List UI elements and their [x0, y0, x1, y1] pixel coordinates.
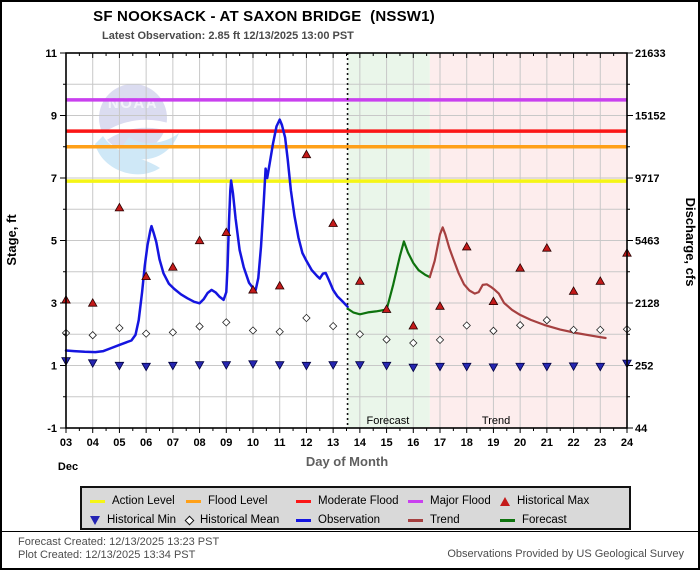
noaa-watermark-text: NOAA [108, 95, 158, 112]
legend-swatch-diamond [184, 515, 195, 525]
legend-item-forecast: Forecast [500, 512, 567, 528]
x-tick-label: 19 [487, 437, 499, 449]
region-labels: Forecast Trend [367, 415, 511, 427]
month-label: Dec [58, 461, 78, 473]
region-label-trend: Trend [482, 415, 510, 427]
x-tick-label: 09 [220, 437, 232, 449]
x-axis-title: Day of Month [306, 454, 388, 469]
x-tick-label: 24 [621, 437, 634, 449]
x-tick-label: 08 [193, 437, 205, 449]
legend: Action Level Flood Level Moderate Flood Maj… [80, 486, 631, 530]
legend-item-action-level: Action Level [90, 493, 175, 509]
x-tick-label: 06 [140, 437, 152, 449]
x-tick-label: 23 [594, 437, 606, 449]
legend-swatch-triangle-up [500, 496, 510, 506]
observations-credit-text: Observations Provided by US Geological S… [447, 548, 684, 560]
legend-swatch-line [296, 499, 311, 503]
left-tick-label: 9 [51, 111, 57, 123]
x-tick-label: 20 [514, 437, 526, 449]
x-tick-label: 04 [87, 437, 100, 449]
right-tick-label: 21633 [635, 48, 666, 60]
forecast-line [346, 240, 431, 316]
right-tick-label: 2128 [635, 298, 659, 310]
legend-swatch-line [408, 518, 423, 522]
x-tick-label: 17 [434, 437, 446, 449]
legend-item-trend: Trend [408, 512, 460, 528]
latest-observation-text: Latest Observation: 2.85 ft 12/13/2025 1… [102, 30, 354, 42]
legend-item-moderate-flood: Moderate Flood [296, 493, 399, 509]
noaa-logo-watermark: NOAA [94, 84, 179, 175]
right-tick-label: 15152 [635, 111, 666, 123]
right-tick-label: 252 [635, 361, 653, 373]
right-tick-label: 5463 [635, 236, 659, 248]
legend-item-historical-min: Historical Min [90, 512, 176, 528]
x-tick-label: 11 [274, 437, 286, 449]
plot-created-text: Plot Created: 12/13/2025 13:34 PST [18, 549, 196, 561]
legend-label: Historical Mean [200, 514, 280, 526]
legend-label: Historical Max [517, 495, 590, 507]
legend-swatch-line [408, 499, 423, 503]
legend-label: Historical Min [107, 514, 177, 526]
legend-swatch-line [296, 518, 311, 522]
x-tick-label: 22 [567, 437, 579, 449]
x-tick-label: 10 [247, 437, 259, 449]
right-tick-label: 9717 [635, 173, 659, 185]
x-tick-label: 21 [541, 437, 553, 449]
x-tick-label: 07 [167, 437, 179, 449]
trend-line [428, 226, 607, 340]
x-tick-label: 05 [113, 437, 125, 449]
legend-item-flood-level: Flood Level [186, 493, 267, 509]
x-tick-label: 14 [354, 437, 367, 449]
legend-label: Flood Level [208, 495, 268, 507]
legend-label: Moderate Flood [318, 495, 399, 507]
legend-swatch-triangle-down [90, 515, 100, 525]
legend-swatch-line [186, 499, 201, 503]
page-title: SF NOOKSACK - AT SAXON BRIDGE (NSSW1) [93, 8, 435, 25]
left-axis-title: Stage, ft [4, 214, 19, 266]
hydrograph-chart: NOAA 03 04 05 06 07 08 09 10 11 12 13 14 15 16 17 18 19 2… [4, 48, 698, 473]
right-axis-title: Discharge, cfs [683, 198, 698, 287]
left-tick-label: 5 [51, 236, 57, 248]
right-tick-label: 44 [635, 423, 648, 435]
left-tick-label: 3 [51, 298, 57, 310]
historical-max-markers [61, 149, 632, 330]
left-tick-label: 7 [51, 173, 57, 185]
left-tick-label: 1 [51, 361, 57, 373]
flood-threshold-lines [66, 98, 627, 183]
x-tick-label: 12 [300, 437, 312, 449]
footer-divider [2, 531, 698, 532]
legend-label: Action Level [112, 495, 175, 507]
legend-label: Major Flood [430, 495, 491, 507]
x-tick-label: 03 [60, 437, 72, 449]
left-tick-label: -1 [47, 423, 57, 435]
legend-swatch-line [500, 518, 515, 522]
legend-item-major-flood: Major Flood [408, 493, 491, 509]
legend-label: Trend [430, 514, 460, 526]
axis-tick-labels: 03 04 05 06 07 08 09 10 11 12 13 14 15 16 17 18 19 20 21 22… [45, 48, 665, 449]
observation-line [64, 118, 349, 354]
region-label-forecast: Forecast [367, 415, 410, 427]
legend-item-historical-mean: Historical Mean [184, 512, 280, 528]
legend-label: Observation [318, 514, 381, 526]
forecast-created-text: Forecast Created: 12/13/2025 13:23 PST [18, 536, 220, 548]
legend-label: Forecast [522, 514, 567, 526]
historical-mean-markers [61, 313, 632, 348]
legend-swatch-line [90, 499, 105, 503]
legend-item-historical-max: Historical Max [500, 493, 589, 509]
data-series-lines [64, 118, 607, 354]
axis-ticks [60, 52, 633, 433]
legend-item-observation: Observation [296, 512, 380, 528]
x-tick-label: 16 [407, 437, 419, 449]
x-tick-label: 13 [327, 437, 339, 449]
x-tick-label: 15 [380, 437, 392, 449]
left-tick-label: 11 [45, 48, 57, 60]
x-tick-label: 18 [461, 437, 473, 449]
